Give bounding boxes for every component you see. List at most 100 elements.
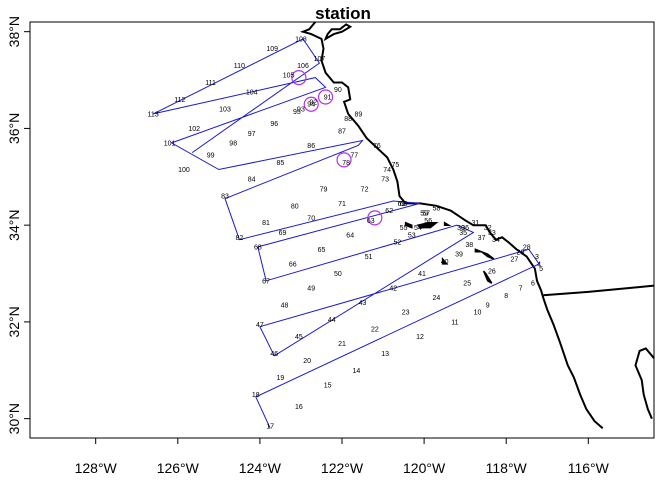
- station-label: 109: [266, 46, 278, 53]
- station-label: 6: [531, 281, 535, 288]
- station-label: 105: [283, 73, 295, 80]
- station-label: 24: [433, 295, 441, 302]
- y-tick-label: 30°N: [6, 403, 22, 434]
- island: [474, 248, 482, 253]
- station-label: 62: [385, 208, 393, 215]
- plot-frame: [29, 21, 655, 439]
- station-label: 26: [488, 269, 496, 276]
- y-tick-label: 32°N: [6, 306, 22, 337]
- station-label: 34: [492, 237, 500, 244]
- island: [443, 221, 452, 226]
- station-label: 11: [451, 319, 458, 326]
- station-label: 100: [178, 167, 190, 174]
- station-label: 108: [295, 36, 307, 43]
- y-tick-label: 34°N: [6, 210, 22, 241]
- station-label: 29: [517, 249, 525, 256]
- x-tick-label: 120°W: [403, 460, 446, 476]
- bay-outline: [323, 23, 353, 42]
- station-label: 107: [314, 56, 326, 63]
- station-label: 66: [289, 261, 297, 268]
- x-tick-label: 128°W: [75, 460, 118, 476]
- station-label: 52: [394, 240, 402, 247]
- station-label: 57: [422, 211, 430, 218]
- station-label: 16: [295, 404, 303, 411]
- station-label: 3: [535, 254, 539, 261]
- map-panel: [29, 21, 655, 439]
- station-label: 102: [188, 126, 200, 133]
- station-label: 65: [318, 247, 326, 254]
- station-label: 53: [408, 232, 416, 239]
- station-label: 48: [281, 302, 289, 309]
- highlight-circle: [303, 96, 319, 112]
- station-label: 106: [297, 63, 309, 70]
- station-label: 93: [297, 107, 305, 114]
- station-label: 19: [277, 375, 285, 382]
- station-label: 41: [418, 271, 426, 278]
- station-label: 68: [254, 244, 262, 251]
- route-line: [152, 38, 540, 429]
- station-label: 31: [472, 220, 480, 227]
- highlight-circle: [336, 152, 352, 168]
- station-label: 54: [414, 225, 422, 232]
- station-label: 55: [400, 225, 408, 232]
- station-label: 110: [234, 63, 245, 70]
- station-label: 78: [342, 160, 350, 167]
- station-label: 27: [511, 257, 519, 264]
- island: [416, 221, 439, 229]
- station-label: 89: [355, 111, 363, 118]
- station-label: 18: [252, 392, 260, 399]
- station-label: 10: [474, 310, 482, 317]
- coastline: [299, 21, 604, 430]
- x-tick-label: 118°W: [486, 460, 528, 476]
- station-label: 91: [324, 94, 332, 101]
- x-axis: 128°W 126°W 124°W 122°W 120°W 118°W 116°W: [75, 438, 610, 476]
- station-label: 39: [455, 252, 463, 259]
- station-label: 44: [328, 317, 336, 324]
- station-label: 23: [402, 310, 410, 317]
- station-label: 28: [523, 244, 531, 251]
- station-label: 72: [361, 186, 369, 193]
- station-label: 60: [400, 201, 408, 208]
- station-label: 43: [359, 300, 367, 307]
- station-label: 8: [504, 293, 508, 300]
- station-label: 14: [352, 368, 360, 375]
- station-label: 95: [293, 109, 301, 116]
- highlight-circle: [367, 210, 383, 226]
- x-tick-label: 116°W: [568, 460, 610, 476]
- station-label: 30: [457, 225, 465, 232]
- station-label: 35: [459, 230, 467, 237]
- station-label: 87: [338, 128, 346, 135]
- highlight-circle: [317, 89, 334, 105]
- station-label: 59: [420, 211, 428, 218]
- station-label: 76: [373, 143, 381, 150]
- highlight-circle: [291, 70, 307, 86]
- station-label: 63: [367, 218, 375, 225]
- station-label: 101: [164, 140, 176, 147]
- station-label: 37: [478, 235, 486, 242]
- station-label: 58: [433, 206, 441, 213]
- station-label: 99: [207, 153, 215, 160]
- station-label: 90: [334, 87, 342, 94]
- station-label: 25: [463, 281, 471, 288]
- station-labels: 1716151413121110987654318192021222324252…: [148, 36, 544, 430]
- station-label: 71: [338, 201, 346, 208]
- station-label: 15: [324, 382, 332, 389]
- station-label: 22: [371, 327, 379, 334]
- gulf-shoreline: [634, 347, 655, 420]
- island: [441, 256, 449, 265]
- station-label: 33: [488, 230, 496, 237]
- station-label: 97: [248, 131, 256, 138]
- station-label: 88: [344, 116, 352, 123]
- island: [482, 270, 493, 284]
- station-label: 70: [307, 215, 315, 222]
- station-label: 46: [270, 351, 278, 358]
- station-label: 98: [229, 140, 237, 147]
- station-label: 13: [381, 351, 389, 358]
- station-label: 51: [365, 254, 373, 261]
- station-label: 79: [320, 186, 328, 193]
- station-label: 96: [270, 121, 278, 128]
- x-tick-label: 126°W: [157, 460, 200, 476]
- station-label: 32: [484, 225, 492, 232]
- station-label: 84: [248, 177, 256, 184]
